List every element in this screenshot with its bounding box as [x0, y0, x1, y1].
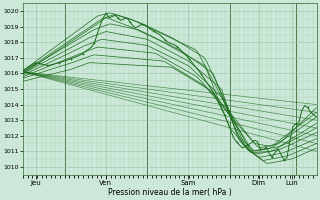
X-axis label: Pression niveau de la mer( hPa ): Pression niveau de la mer( hPa ) — [108, 188, 232, 197]
